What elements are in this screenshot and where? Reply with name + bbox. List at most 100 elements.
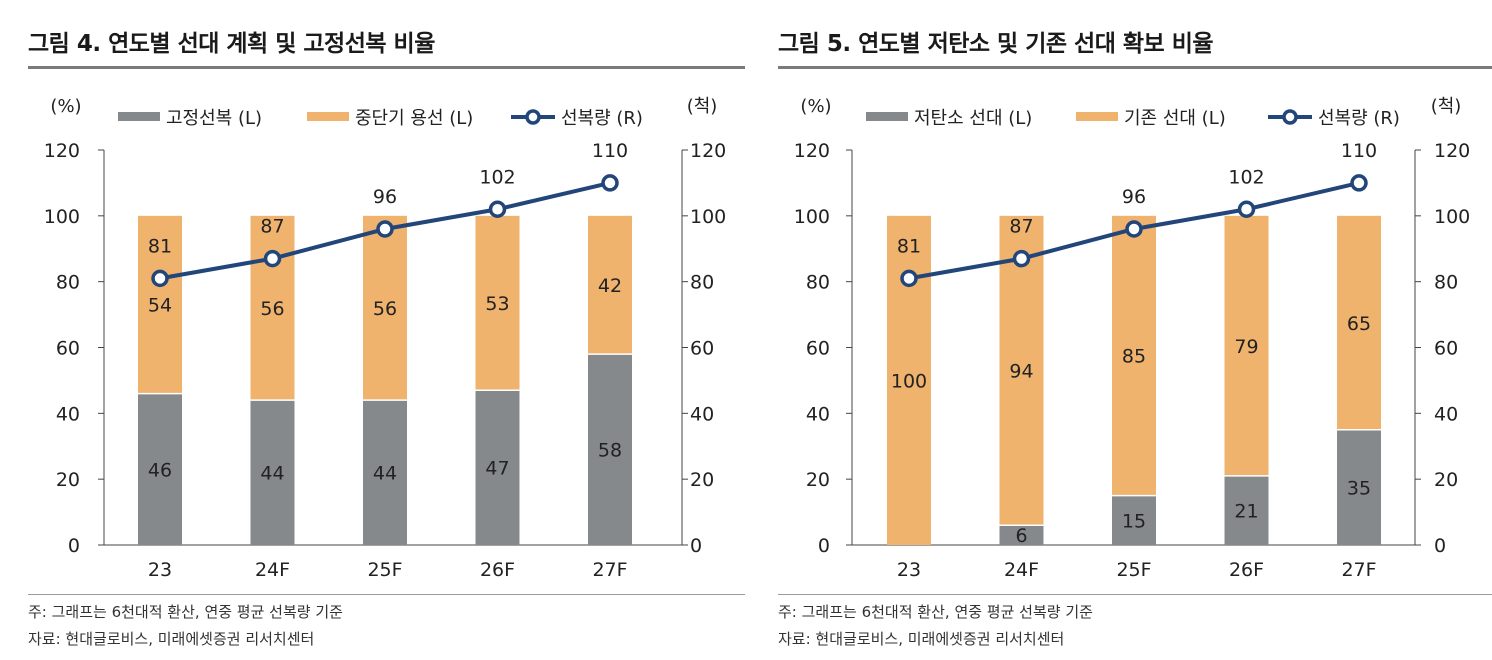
x-tick-label: 24F — [1004, 559, 1039, 580]
bar-segment-lower — [1337, 429, 1381, 545]
right-tick-label: 80 — [690, 272, 714, 294]
left-tick-label: 120 — [44, 140, 80, 162]
right-tick-label: 80 — [1434, 272, 1458, 294]
legend-swatch — [118, 112, 160, 121]
line-label: 87 — [260, 216, 284, 238]
legend-label: 기존 선대 (L) — [1124, 108, 1226, 129]
bar-label-upper: 79 — [1234, 336, 1258, 358]
left-tick-label: 80 — [56, 272, 80, 294]
left-tick-label: 60 — [806, 338, 830, 360]
line-marker — [151, 269, 169, 288]
left-tick-label: 80 — [806, 272, 830, 294]
x-tick-label: 27F — [1341, 559, 1376, 580]
chart-note: 주: 그래프는 6천대적 환산, 연중 평균 선복량 기준 — [28, 603, 343, 621]
bar-segment-lower — [1112, 495, 1156, 545]
x-tick-label: 24F — [255, 559, 290, 580]
line-label: 110 — [592, 140, 628, 162]
legend-swatch — [866, 112, 908, 121]
line-label: 96 — [1122, 186, 1146, 208]
line-label: 81 — [897, 235, 921, 257]
figure-5-panel: 그림 5. 연도별 저탄소 및 기존 선대 확보 비율 저탄소 선대 (L) 기존… — [778, 0, 1492, 660]
right-tick-label: 20 — [1434, 469, 1458, 491]
left-tick-label: 20 — [806, 469, 830, 491]
x-tick-label: 25F — [367, 559, 402, 580]
bar-label-lower: 21 — [1234, 500, 1258, 522]
bar-segment-lower — [1224, 475, 1269, 545]
x-tick-label: 26F — [1229, 559, 1264, 580]
left-tick-label: 100 — [44, 206, 80, 228]
bar-label-upper: 54 — [148, 295, 172, 317]
x-tick-label: 23 — [897, 559, 921, 580]
bar-label-lower: 58 — [598, 440, 622, 462]
bar-segment-lower — [588, 354, 632, 545]
right-tick-label: 40 — [1434, 403, 1458, 425]
bar-segment-upper — [588, 215, 632, 355]
line-label: 102 — [1228, 166, 1264, 188]
legend-marker — [525, 109, 541, 125]
line-label: 87 — [1009, 216, 1033, 238]
bar-label-upper: 53 — [485, 293, 509, 315]
right-tick-label: 0 — [690, 535, 702, 557]
bar-segment-upper — [363, 215, 407, 401]
left-axis-unit: (%) — [50, 96, 81, 117]
bar-label-upper: 85 — [1122, 346, 1146, 368]
line-marker — [376, 220, 394, 238]
right-tick-label: 120 — [690, 140, 726, 162]
bar-label-upper: 56 — [373, 298, 397, 320]
x-tick-label: 26F — [480, 559, 515, 580]
x-tick-label: 25F — [1116, 559, 1151, 580]
left-tick-label: 100 — [794, 206, 830, 228]
bar-segment-lower — [475, 390, 520, 545]
line-marker — [488, 200, 507, 218]
bar-label-lower: 47 — [485, 458, 509, 480]
right-tick-label: 100 — [1434, 206, 1470, 228]
right-tick-label: 20 — [690, 469, 714, 491]
legend-label: 고정선복 (L) — [166, 108, 262, 129]
bar-label-upper: 100 — [891, 370, 927, 392]
legend-label: 선복량 (R) — [561, 108, 643, 129]
line-marker — [1012, 249, 1031, 268]
legend-label: 저탄소 선대 (L) — [914, 108, 1032, 129]
x-tick-label: 27F — [592, 559, 627, 580]
figure-title: 그림 5. 연도별 저탄소 및 기존 선대 확보 비율 — [778, 31, 1214, 57]
chart-source: 자료: 현대글로비스, 미래에셋증권 리서치센터 — [28, 630, 315, 648]
chart-source: 자료: 현대글로비스, 미래에셋증권 리서치센터 — [778, 630, 1065, 648]
figure-4-panel: 그림 4. 연도별 선대 계획 및 고정선복 비율 고정선복 (L) 중단기 용선… — [0, 0, 745, 660]
legend-label: 선복량 (R) — [1318, 108, 1400, 129]
right-axis-unit: (척) — [687, 96, 718, 117]
bar-segment-upper — [1112, 215, 1156, 496]
figure-5-chart: 저탄소 선대 (L) 기존 선대 (L) 선복량 (R) (%) (척) 0 0 20 20 40… — [794, 96, 1471, 580]
line-label: 81 — [148, 235, 172, 257]
bar-segment-lower — [138, 393, 182, 545]
left-tick-label: 0 — [68, 535, 80, 557]
line-marker — [1237, 200, 1256, 218]
bar-label-lower: 6 — [1015, 525, 1027, 547]
bar-segment-upper — [475, 215, 520, 391]
bar-segment-lower — [363, 400, 407, 545]
figure-title: 그림 4. 연도별 선대 계획 및 고정선복 비율 — [28, 31, 435, 57]
bar-segment-lower — [999, 525, 1044, 545]
legend-swatch — [1076, 112, 1118, 121]
legend-swatch — [307, 112, 349, 121]
right-tick-label: 120 — [1434, 140, 1470, 162]
right-tick-label: 100 — [690, 206, 726, 228]
bar-label-lower: 15 — [1122, 510, 1146, 532]
bar-label-upper: 42 — [598, 275, 622, 297]
line-label: 102 — [479, 166, 515, 188]
left-tick-label: 40 — [806, 403, 830, 425]
line-marker — [900, 269, 918, 288]
right-tick-label: 60 — [690, 338, 714, 360]
bar-segment-upper — [999, 215, 1044, 526]
line-label: 110 — [1341, 140, 1377, 162]
bar-segment-upper — [1224, 215, 1269, 476]
line-marker — [263, 249, 282, 268]
legend-label: 중단기 용선 (L) — [355, 108, 473, 129]
footer-rule — [778, 594, 1492, 595]
bar-label-lower: 35 — [1347, 477, 1371, 499]
line-label: 96 — [373, 186, 397, 208]
right-tick-label: 60 — [1434, 338, 1458, 360]
left-tick-label: 40 — [56, 403, 80, 425]
right-tick-label: 40 — [690, 403, 714, 425]
bar-segment-upper — [250, 215, 295, 401]
left-tick-label: 0 — [818, 535, 830, 557]
